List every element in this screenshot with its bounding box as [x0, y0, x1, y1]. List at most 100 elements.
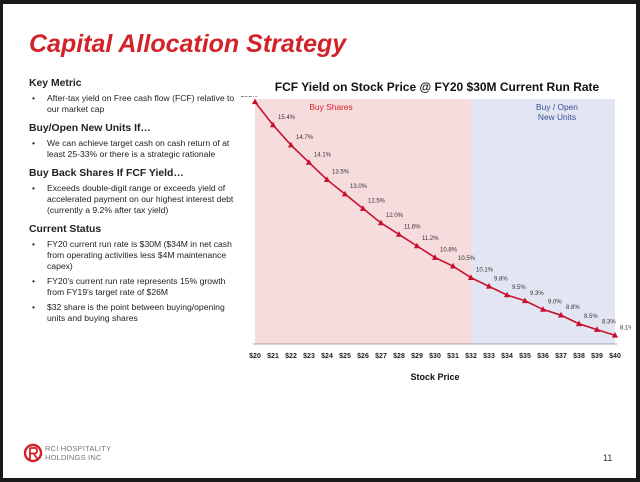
data-point-marker — [359, 205, 367, 211]
bullet-item: • Exceeds double-digit range or exceeds y… — [29, 183, 241, 216]
bullet-text: FY20's current run rate represents 15% g… — [47, 276, 226, 297]
x-tick-label: $20 — [249, 353, 261, 360]
data-point-marker — [431, 254, 439, 260]
section-heading-buy-back-shares: Buy Back Shares If FCF Yield… — [29, 168, 184, 179]
data-point-marker — [269, 121, 277, 128]
data-label: 13.5% — [332, 170, 350, 176]
x-tick-label: $29 — [411, 353, 423, 360]
region-background — [255, 99, 471, 344]
rci-logo-icon — [23, 443, 43, 463]
bullet-text: $32 share is the point between buying/op… — [47, 302, 225, 323]
strategy-text-panel: Key Metric • After-tax yield on Free cash… — [29, 78, 241, 328]
bullet-text: We can achieve target cash on cash retur… — [47, 138, 230, 159]
slide: Capital Allocation Strategy Key Metric •… — [3, 4, 636, 478]
data-point-marker — [341, 190, 349, 197]
data-point-marker — [413, 242, 421, 249]
data-point-marker — [611, 332, 619, 338]
data-label: 9.3% — [530, 291, 544, 297]
data-point-marker — [395, 231, 403, 237]
data-point-marker — [305, 159, 313, 165]
fcf-yield-line-chart: Buy Shares Buy / Open New Units $20 $21 $22 $2… — [240, 96, 631, 382]
logo-text: RCI HOSPITALITY HOLDINGS INC — [45, 444, 111, 462]
page-number: 11 — [603, 453, 613, 463]
x-axis-title: Stock Price — [410, 372, 459, 382]
data-label: 8.1% — [620, 325, 631, 331]
bullet-list: • After-tax yield on Free cash flow (FCF)… — [29, 93, 241, 115]
data-point-marker — [521, 297, 529, 304]
data-label: 12.5% — [368, 199, 386, 205]
slide-title: Capital Allocation Strategy — [29, 30, 347, 58]
chart-title: FCF Yield on Stock Price @ FY20 $30M Cur… — [274, 80, 600, 94]
data-point-marker — [467, 274, 475, 281]
data-label: 16.2% — [240, 96, 258, 99]
section-heading-current-status: Current Status — [29, 224, 102, 235]
data-label: 9.8% — [494, 276, 508, 282]
bullet-item: • $32 share is the point between buying/o… — [29, 302, 241, 324]
data-label: 14.7% — [296, 135, 314, 141]
x-tick-label: $31 — [447, 353, 459, 360]
bullet-dot-icon: • — [32, 138, 36, 148]
data-point-marker — [377, 219, 385, 226]
x-tick-label: $37 — [555, 353, 567, 360]
bullet-text: FY20 current run rate is $30M ($34M in n… — [47, 239, 232, 271]
x-tick-label: $24 — [321, 353, 333, 360]
bullet-item: • After-tax yield on Free cash flow (FCF)… — [29, 93, 241, 115]
bullet-list: • We can achieve target cash on cash retu… — [29, 138, 241, 160]
bullet-item: • We can achieve target cash on cash retu… — [29, 138, 241, 160]
data-label: 10.1% — [476, 268, 494, 274]
data-label: 11.2% — [422, 236, 439, 242]
data-label: 15.4% — [278, 115, 296, 121]
x-tick-label: $26 — [357, 353, 369, 360]
data-label: 14.1% — [314, 152, 332, 158]
data-label: 12.0% — [386, 213, 404, 219]
data-point-marker — [251, 98, 259, 105]
x-tick-label: $39 — [591, 353, 603, 360]
bullet-dot-icon: • — [32, 302, 36, 312]
bullet-text: After-tax yield on Free cash flow (FCF) … — [47, 93, 235, 114]
bullet-dot-icon: • — [32, 183, 36, 193]
bullet-dot-icon: • — [32, 239, 36, 249]
x-tick-label: $33 — [483, 353, 495, 360]
data-point-marker — [485, 283, 493, 289]
company-logo: RCI HOSPITALITY HOLDINGS INC — [23, 439, 133, 471]
x-tick-label: $34 — [501, 353, 513, 360]
data-label: 8.5% — [584, 314, 598, 320]
logo-text-line2: HOLDINGS INC — [45, 453, 102, 462]
data-point-marker — [287, 141, 295, 148]
data-label: 11.6% — [404, 224, 421, 230]
x-tick-label: $30 — [429, 353, 441, 360]
data-point-marker — [593, 326, 601, 332]
x-tick-label: $27 — [375, 353, 387, 360]
x-tick-label: $32 — [465, 353, 477, 360]
x-tick-label: $23 — [303, 353, 315, 360]
data-point-marker — [449, 262, 457, 269]
x-tick-label: $28 — [393, 353, 405, 360]
data-label: 10.5% — [458, 256, 476, 262]
logo-text-line1: RCI HOSPITALITY — [45, 444, 112, 453]
region-background — [471, 99, 615, 344]
region-label: Buy / Open New Units — [536, 102, 578, 122]
x-tick-label: $36 — [537, 353, 549, 360]
bullet-dot-icon: • — [32, 276, 36, 286]
bullet-dot-icon: • — [32, 93, 36, 103]
section-heading-key-metric: Key Metric — [29, 78, 82, 89]
x-tick-label: $25 — [339, 353, 351, 360]
bullet-list: • Exceeds double-digit range or exceeds y… — [29, 183, 241, 216]
data-label: 9.0% — [548, 299, 562, 305]
data-label: 10.8% — [440, 248, 458, 254]
data-label: 9.5% — [512, 285, 526, 291]
section-heading-buy-open-units: Buy/Open New Units If… — [29, 123, 151, 134]
data-label: 13.0% — [350, 184, 368, 190]
bullet-item: • FY20 current run rate is $30M ($34M in … — [29, 239, 241, 272]
bullet-list: • FY20 current run rate is $30M ($34M in … — [29, 239, 241, 324]
x-tick-label: $35 — [519, 353, 531, 360]
x-tick-label: $21 — [267, 353, 279, 360]
x-tick-label: $22 — [285, 353, 297, 360]
x-tick-label: $40 — [609, 353, 621, 360]
data-point-marker — [323, 176, 331, 183]
data-point-marker — [503, 291, 511, 298]
x-tick-label: $38 — [573, 353, 585, 360]
data-label: 8.8% — [566, 305, 580, 311]
data-point-marker — [575, 320, 583, 327]
bullet-text: Exceeds double-digit range or exceeds yi… — [47, 183, 234, 215]
